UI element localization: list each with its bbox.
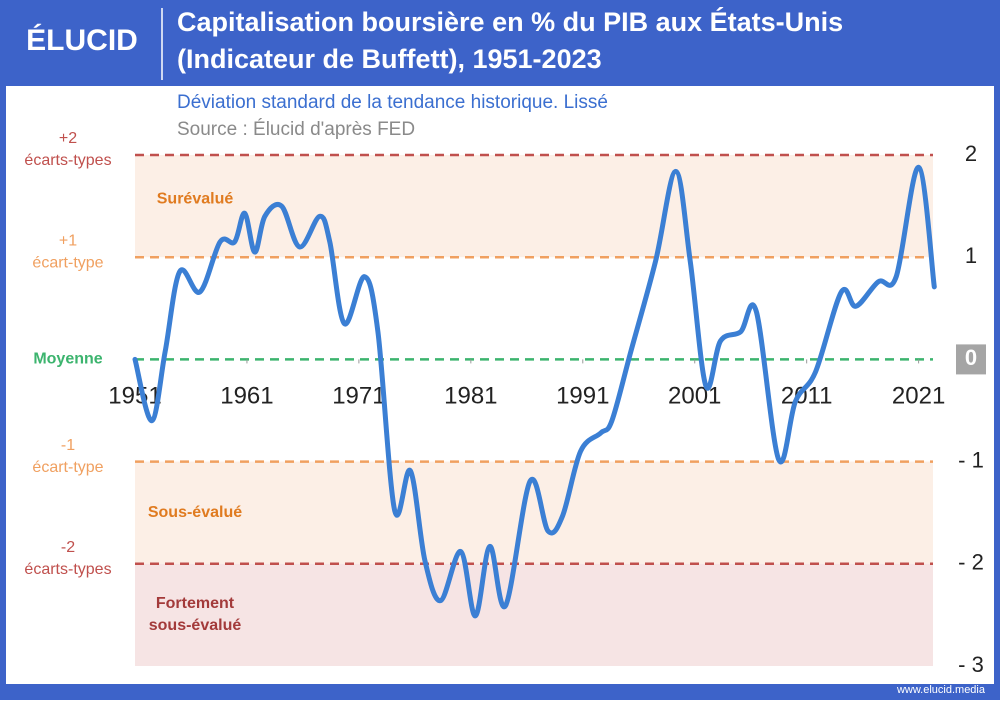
x-tick-label: 2021 bbox=[892, 383, 945, 410]
zone bbox=[135, 461, 933, 564]
y-tick-label: 1 bbox=[965, 243, 977, 268]
y-tick-label: 0 bbox=[965, 345, 977, 370]
zone-label: sous-évalué bbox=[149, 617, 242, 634]
footer-url: www.elucid.media bbox=[896, 684, 986, 696]
y-tick-label: - 3 bbox=[958, 652, 984, 677]
reference-label: écart-type bbox=[32, 254, 103, 271]
y-tick-label: 2 bbox=[965, 141, 977, 166]
chart-title: Capitalisation boursière en % du PIB aux… bbox=[177, 6, 843, 37]
zone bbox=[135, 563, 933, 666]
zone-label: Surévalué bbox=[157, 190, 234, 207]
reference-label: -2 bbox=[61, 539, 75, 556]
y-tick-label: - 1 bbox=[958, 447, 984, 472]
x-tick-label: 1971 bbox=[332, 383, 385, 410]
x-tick-label: 2001 bbox=[668, 383, 721, 410]
reference-label: écarts-types bbox=[24, 561, 111, 578]
x-tick-label: 1991 bbox=[556, 383, 609, 410]
zone-label: Fortement bbox=[156, 595, 235, 612]
y-tick-label: - 2 bbox=[958, 550, 984, 575]
zone bbox=[135, 155, 933, 258]
reference-label: -1 bbox=[61, 437, 75, 454]
reference-label: écarts-types bbox=[24, 152, 111, 169]
source: Source : Élucid d'après FED bbox=[177, 119, 415, 140]
reference-label: écart-type bbox=[32, 459, 103, 476]
zone-label: Sous-évalué bbox=[148, 504, 242, 521]
x-tick-label: 1961 bbox=[220, 383, 273, 410]
series-line bbox=[132, 164, 937, 619]
reference-label: +1 bbox=[59, 232, 77, 249]
reference-label: Moyenne bbox=[33, 351, 102, 368]
subtitle: Déviation standard de la tendance histor… bbox=[177, 92, 608, 113]
zero-box bbox=[956, 344, 986, 375]
x-tick-label: 1981 bbox=[444, 383, 497, 410]
chart-title: (Indicateur de Buffett), 1951-2023 bbox=[177, 44, 602, 74]
reference-label: +2 bbox=[59, 130, 77, 147]
x-tick-label: 1951 bbox=[108, 383, 161, 410]
logo: ÉLUCID bbox=[26, 23, 138, 57]
